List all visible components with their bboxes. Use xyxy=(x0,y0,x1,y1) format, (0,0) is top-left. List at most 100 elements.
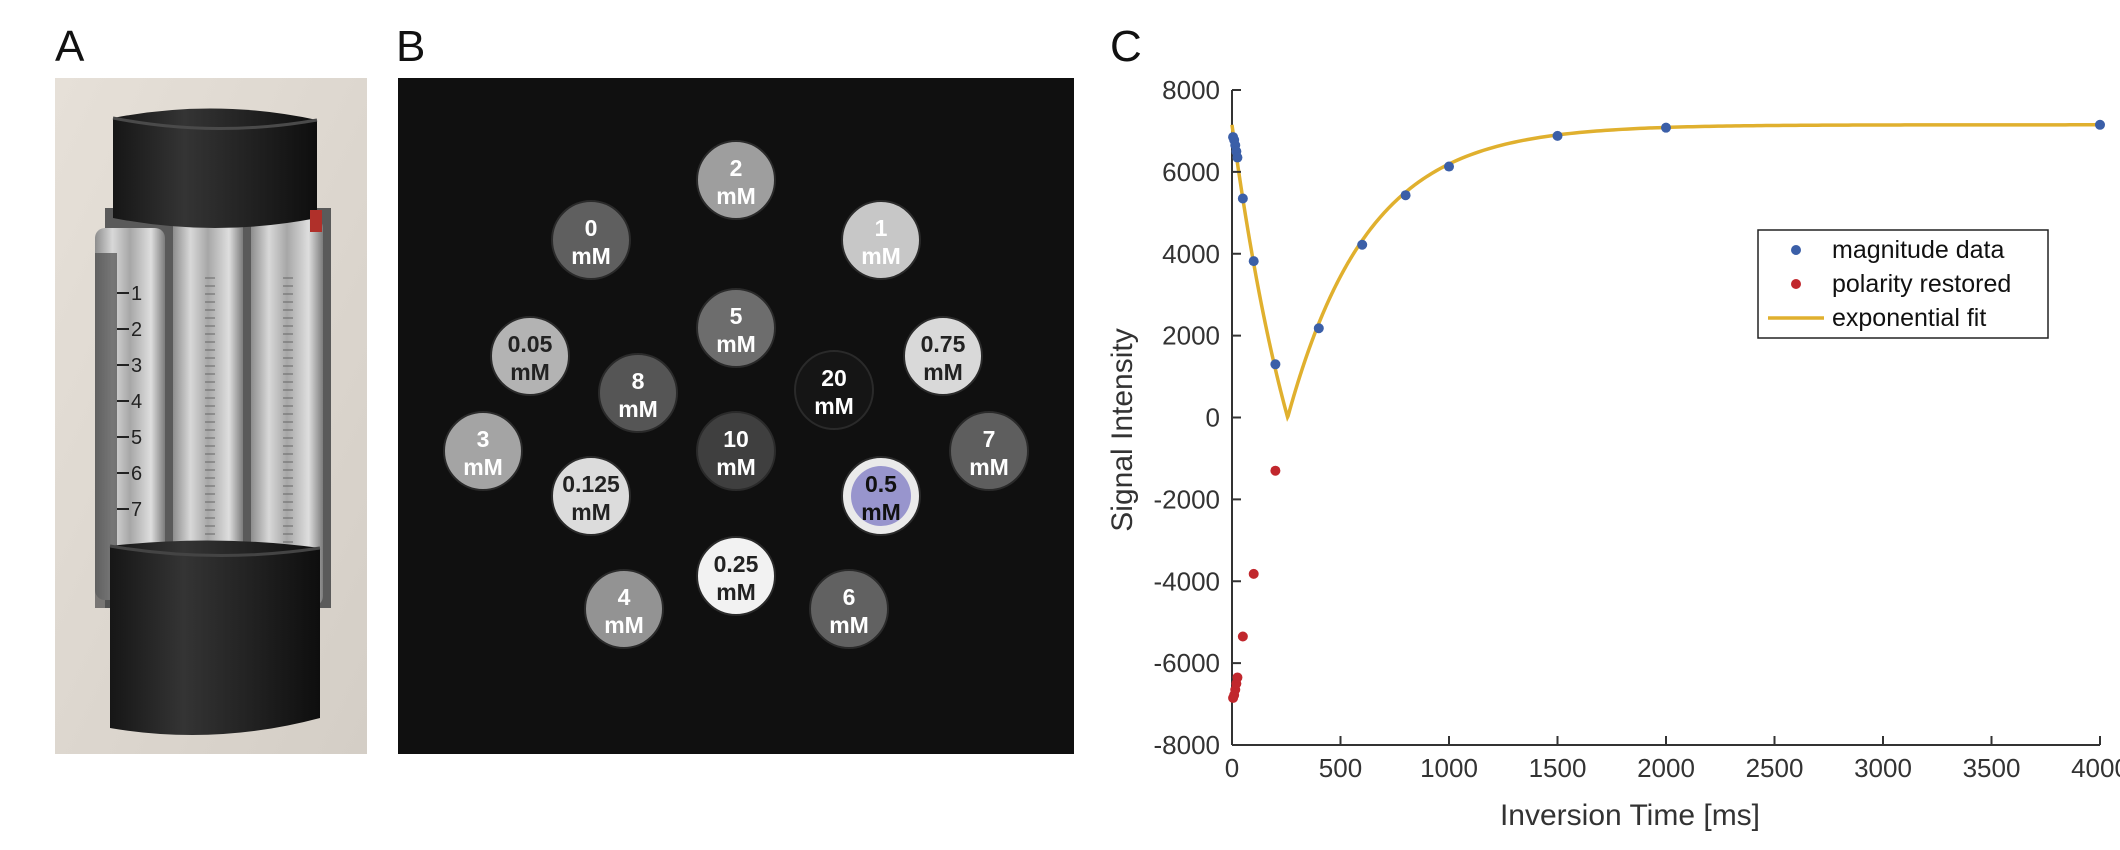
scale-number: 7 xyxy=(131,499,142,521)
vial-concentration: 8 xyxy=(632,368,645,394)
vial-concentration: 0.05 xyxy=(508,331,553,357)
vial-0 xyxy=(551,200,631,280)
vial-unit: mM xyxy=(510,359,550,385)
vial-7 xyxy=(949,411,1029,491)
vial-0-25 xyxy=(696,536,776,616)
magnitude-data-point xyxy=(1400,190,1411,201)
legend-box xyxy=(1757,229,2049,339)
vial-unit: mM xyxy=(923,359,963,385)
magnitude-data-point xyxy=(2095,119,2105,130)
vial-concentration: 7 xyxy=(983,426,996,452)
y-tick-label: -6000 xyxy=(1154,648,1221,678)
y-tick-label: 8000 xyxy=(1162,75,1220,105)
y-tick-label: 6000 xyxy=(1162,157,1220,187)
plot-area xyxy=(1228,90,2105,746)
vial-unit: mM xyxy=(969,454,1009,480)
y-axis-label: Signal Intensity xyxy=(1106,328,1139,531)
vial-unit: mM xyxy=(716,579,756,605)
vial-unit: mM xyxy=(571,499,611,525)
vial-concentration: 0.5 xyxy=(865,471,897,497)
scale-number: 4 xyxy=(131,391,142,413)
y-tick-label: -8000 xyxy=(1154,730,1221,760)
vial-concentration: 0.25 xyxy=(714,551,759,577)
magnitude-data-point xyxy=(1357,239,1368,250)
vial-5 xyxy=(696,288,776,368)
vial-concentration: 10 xyxy=(723,426,749,452)
magnitude-data-point xyxy=(1313,323,1324,334)
vial-unit: mM xyxy=(571,243,611,269)
x-tick-label: 0 xyxy=(1225,753,1239,783)
y-axis-ticks: 8000 6000 4000 2000 0 -2000 -4000 -6000 -8000 xyxy=(1154,75,1241,760)
syringe-tube-center xyxy=(173,213,243,605)
vial-unit: mM xyxy=(604,612,644,638)
x-tick-label: 3500 xyxy=(1963,753,2021,783)
y-tick-label: 4000 xyxy=(1162,239,1220,269)
legend-marker xyxy=(1791,279,1801,289)
magnitude-data-point xyxy=(1661,122,1671,133)
vial-concentration: 0.75 xyxy=(921,331,966,357)
vial-3 xyxy=(443,411,523,491)
inversion-recovery-chart: 0 500 1000 1500 2000 2500 3000 3500 4000 8000 600… xyxy=(1106,75,2120,832)
vial-unit: mM xyxy=(716,331,756,357)
magnitude-data-point xyxy=(1270,359,1281,370)
polarity-restored-point xyxy=(1270,465,1281,476)
magnitude-data-point xyxy=(1248,256,1259,267)
magnitude-data-point xyxy=(1232,152,1243,163)
bottom-cap xyxy=(110,540,320,736)
vial-1 xyxy=(841,200,921,280)
x-axis-ticks: 0 500 1000 1500 2000 2500 3000 3500 4000 xyxy=(1225,736,2120,783)
vial-10 xyxy=(696,411,776,491)
magnitude-data-point xyxy=(1237,193,1248,204)
scale-number: 3 xyxy=(131,355,142,377)
legend: magnitude data polarity restored exponenti… xyxy=(1757,229,2049,339)
vial-concentration: 0.125 xyxy=(562,471,620,497)
x-tick-label: 500 xyxy=(1319,753,1362,783)
vial-0-75 xyxy=(903,316,983,396)
x-tick-label: 1500 xyxy=(1529,753,1587,783)
vial-concentration: 2 xyxy=(730,155,743,181)
legend-entry: polarity restored xyxy=(1832,270,2011,298)
vial-unit: mM xyxy=(829,612,869,638)
holder-strip xyxy=(95,253,117,608)
x-tick-label: 3000 xyxy=(1854,753,1912,783)
vial-unit: mM xyxy=(814,393,854,419)
vial-unit: mM xyxy=(861,499,901,525)
scale-number: 5 xyxy=(131,427,142,449)
panel-label-a: A xyxy=(55,22,85,71)
vial-concentration: 6 xyxy=(843,584,856,610)
x-tick-label: 1000 xyxy=(1420,753,1478,783)
vial-concentration: 0 xyxy=(585,215,598,241)
red-marker xyxy=(310,210,322,232)
vial-roi-highlight xyxy=(851,466,911,526)
vial-group: 2mM0mM1mM5mM0.05mM0.75mM8mM20mM3mM10mM7m… xyxy=(443,140,1029,649)
vial-2 xyxy=(696,140,776,220)
polarity-restored-point xyxy=(1237,631,1248,642)
scale-number: 6 xyxy=(131,463,142,485)
top-cap xyxy=(113,108,317,228)
x-tick-label: 4000 xyxy=(2071,753,2120,783)
x-axis-label: Inversion Time [ms] xyxy=(1500,799,1760,832)
legend-entry: exponential fit xyxy=(1832,304,1986,332)
vial-concentration: 1 xyxy=(875,215,888,241)
vial-unit: mM xyxy=(463,454,503,480)
vial-4 xyxy=(584,569,664,649)
exponential-fit-line xyxy=(1230,123,2100,422)
mri-phantom-image: 2mM0mM1mM5mM0.05mM0.75mM8mM20mM3mM10mM7m… xyxy=(398,78,1074,754)
magnitude-data-point xyxy=(1444,161,1454,172)
magnitude-data-point xyxy=(1552,130,1563,141)
vial-concentration: 20 xyxy=(821,365,847,391)
y-tick-label: 0 xyxy=(1206,403,1220,433)
vial-8 xyxy=(598,353,678,433)
vial-0-125 xyxy=(551,456,631,536)
vial-unit: mM xyxy=(861,243,901,269)
phantom-photo: 1 2 3 4 5 6 7 xyxy=(55,78,367,754)
y-tick-label: 2000 xyxy=(1162,321,1220,351)
legend-entry: magnitude data xyxy=(1832,236,2004,264)
syringe-tube-right xyxy=(251,218,323,606)
vial-concentration: 3 xyxy=(477,426,490,452)
panel-label-c: C xyxy=(1110,22,1142,71)
vial-20 xyxy=(794,350,874,430)
vial-unit: mM xyxy=(716,454,756,480)
scale-number: 1 xyxy=(131,283,142,305)
y-tick-label: -2000 xyxy=(1154,484,1221,514)
